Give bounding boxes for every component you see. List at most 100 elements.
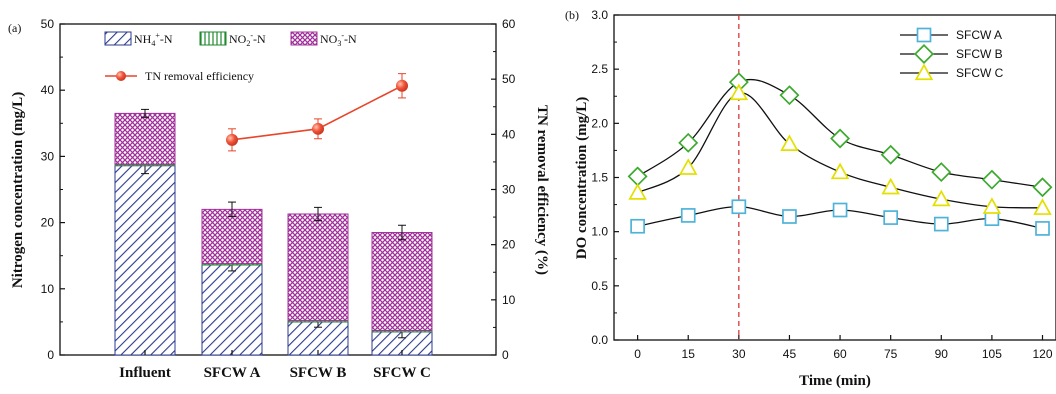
y2-tick-label: 10 [502,293,516,307]
x-tick-label: 0 [634,347,641,361]
do-point-diamond [981,169,1002,190]
y-tick-label: 50 [41,17,55,31]
y-tick-label: 0.0 [591,333,608,347]
left-y-axis-label: Nitrogen concentration (mg/L) [10,92,26,288]
x-tick-label: 75 [884,347,898,361]
y-tick-label: 1.5 [591,171,608,185]
do-point-square [832,202,848,218]
do-point-diamond [1032,177,1053,198]
do-point-triangle [932,189,951,207]
x-tick-label: 90 [935,347,949,361]
panel-b: (b) 0.0 0.5 1.0 1.5 2.0 2.5 3.0 0 15 30 45 60 75 90 1… [565,8,1056,389]
bar-segment-1 [201,264,263,356]
do-point-diamond [880,144,901,165]
do-point-square [782,209,797,224]
do-point-square [731,199,747,215]
x-tick-label: 15 [682,347,696,361]
x-tick-label: 60 [833,347,847,361]
legend-label: SFCW C [956,66,1004,80]
legend-label-nh4: NH4+-N [134,31,173,48]
legend-label: SFCW B [956,47,1003,61]
do-point-diamond [678,132,699,153]
x-tick-label: 30 [732,347,746,361]
do-point-square [630,218,645,234]
do-point-triangle [678,158,698,175]
do-point-square [984,211,1000,227]
do-point-triangle [982,197,1002,214]
x-category-labels: Influent SFCW A SFCW B SFCW C [119,350,431,381]
tn-point [226,133,238,146]
legend-marker-square [916,27,932,43]
legend-a: NH4+-N NO2--N NO3--N TN removal efficien… [104,31,357,83]
do-point-triangle [881,177,900,195]
right-y-axis-label: TN removal efficiency (%) [534,105,550,275]
y-tick-label: 2.5 [591,62,608,76]
category-label: SFCW B [290,365,347,381]
left-y-axis: 0 10 20 30 40 50 [41,17,65,362]
bar-segment-1 [114,165,176,356]
y-tick-label: 40 [41,83,55,97]
do-point-diamond [627,166,648,187]
y-tick-label: 0.5 [591,279,608,293]
do-point-triangle [780,134,799,152]
do-y-axis-label: DO concentration (mg/L) [574,97,590,259]
panel-a-label: (a) [8,21,21,35]
do-markers [627,72,1053,236]
y2-tick-label: 60 [502,17,516,31]
y-tick-label: 30 [41,149,55,163]
y2-tick-label: 30 [502,183,516,197]
legend-swatch-no3 [290,31,318,46]
do-point-triangle [830,162,850,180]
category-label: SFCW C [373,365,431,381]
x-tick-label: 105 [982,347,1002,361]
tn-efficiency-line [226,73,408,152]
y2-tick-label: 50 [502,72,516,86]
legend-swatch-no2 [199,31,227,46]
y-tick-label: 0 [47,348,54,362]
x-tick-label: 120 [1032,347,1052,361]
legend-marker-tn [116,71,126,81]
do-point-triangle [628,183,647,200]
y2-tick-label: 40 [502,127,516,141]
panel-b-label: (b) [565,8,579,22]
do-point-square [883,210,899,225]
legend-label: SFCW A [956,28,1002,42]
y2-tick-label: 20 [502,238,516,252]
y-tick-label: 10 [41,282,55,296]
do-curve-triangle [637,92,1043,209]
y-tick-label: 3.0 [591,8,608,22]
do-point-triangle [1033,198,1052,215]
legend-label-tn: TN removal efficiency [145,69,254,83]
do-point-diamond [830,128,851,149]
bar-segment-3 [287,213,349,322]
legend-marker-diamond [914,44,934,64]
right-y-axis: 0 10 20 30 40 50 60 [491,17,516,362]
y-tick-label: 2.0 [591,116,608,130]
bar-segment-3 [114,112,176,165]
do-point-square [1035,221,1050,236]
do-point-square [933,216,949,232]
tn-point [312,122,324,135]
bar-stacks [114,108,433,356]
panel-a: (a) 0 10 20 30 40 50 0 10 20 30 40 50 60 Influent SF… [8,17,550,381]
legend-b: SFCW A SFCW B SFCW C [900,27,1004,81]
time-x-axis-label: Time (min) [799,373,871,389]
y-tick-label: 20 [41,216,55,230]
category-label: SFCW A [204,365,261,381]
time-x-axis: 0 15 30 45 60 75 90 105 120 [634,335,1053,361]
y-tick-label: 1.0 [591,225,608,239]
do-point-square [680,208,696,223]
bar-segment-3 [201,208,263,265]
do-point-diamond [779,85,800,106]
legend-swatch-nh4 [104,31,132,46]
x-tick-label: 45 [783,347,797,361]
bar-segment-3 [371,232,433,332]
y2-tick-label: 0 [502,348,509,362]
do-y-axis: 0.0 0.5 1.0 1.5 2.0 2.5 3.0 [591,8,619,347]
do-point-diamond [931,162,952,183]
category-label: Influent [119,365,171,381]
tn-point [396,79,408,92]
do-point-triangle [729,83,749,101]
legend-label-no3: NO3--N [320,31,357,48]
